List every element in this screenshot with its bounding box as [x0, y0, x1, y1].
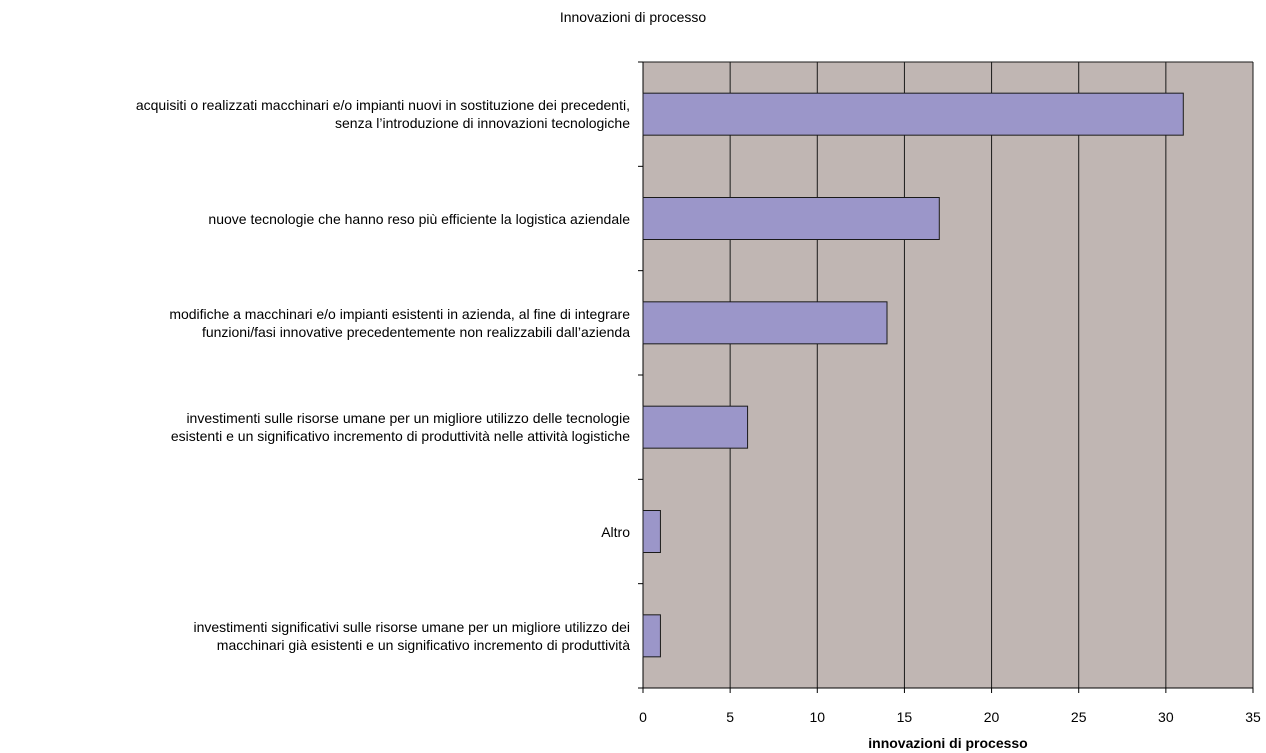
x-tick-label: 0	[639, 709, 647, 725]
plot-area	[643, 62, 1253, 688]
bar	[642, 614, 661, 658]
bar	[642, 197, 940, 240]
category-label: modifiche a macchinari e/o impianti esis…	[169, 305, 630, 340]
bar	[642, 301, 888, 345]
x-tick-label: 25	[1070, 709, 1087, 725]
category-label: Altro	[601, 523, 630, 540]
category-label: nuove tecnologie che hanno reso più effi…	[208, 210, 630, 227]
x-tick-label: 10	[809, 709, 826, 725]
category-label: investimenti sulle risorse umane per un …	[170, 410, 630, 445]
bar	[642, 92, 1184, 136]
bar	[642, 510, 661, 553]
bar	[642, 405, 749, 449]
x-axis-title: innovazioni di processo	[868, 735, 1028, 751]
x-tick-label: 5	[726, 709, 735, 725]
category-label: acquisiti o realizzati macchinari e/o im…	[135, 97, 630, 132]
x-tick-label: 20	[983, 709, 1000, 725]
chart-title: Innovazioni di processo	[559, 9, 707, 25]
x-tick-label: 35	[1245, 709, 1261, 725]
x-tick-label: 15	[896, 709, 913, 725]
x-tick-label: 30	[1158, 709, 1174, 725]
category-label: investimenti significativi sulle risorse…	[193, 618, 630, 653]
